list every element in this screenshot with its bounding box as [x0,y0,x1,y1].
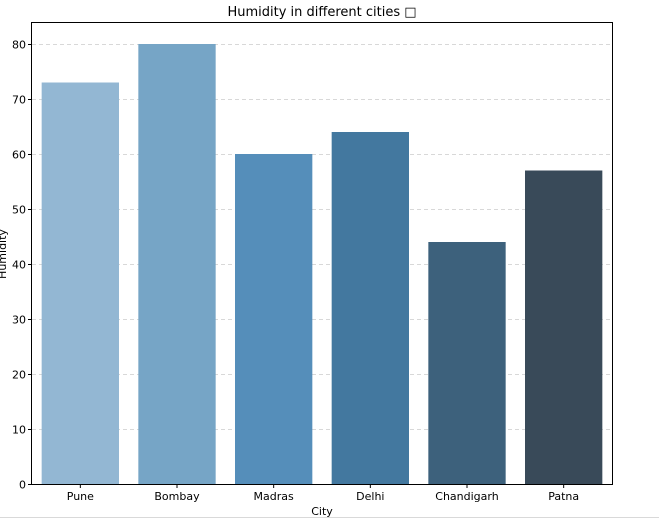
x-tick-label: Chandigarh [435,490,498,503]
gridlines [32,44,612,430]
bars [41,44,603,484]
x-tick-label: Madras [254,490,294,503]
plot-frame [31,22,613,485]
y-tick-label: 20 [12,369,26,382]
bar-patna [525,170,603,484]
y-tick-label: 50 [12,204,26,217]
bar-delhi [331,132,409,484]
x-axis-label: City [311,505,333,518]
y-tick-label: 60 [12,149,26,162]
y-axis-label: Humidity [0,229,9,279]
chart-title: Humidity in different cities □ [227,5,416,20]
bar-madras [235,154,313,484]
bottom-divider [0,517,659,518]
x-tick-label: Patna [548,490,579,503]
x-tick-label: Bombay [154,490,200,503]
y-tick-label: 10 [12,424,26,437]
bar-bombay [138,44,216,484]
y-tick-label: 80 [12,39,26,52]
y-tick-label: 0 [19,479,26,492]
x-axis-ticks: Pune Bombay Madras Delhi Chandigarh Patna [67,484,579,503]
y-axis-ticks: 0 10 20 30 40 50 60 70 80 [12,39,32,492]
y-tick-label: 30 [12,314,26,327]
x-tick-label: Delhi [356,490,384,503]
y-tick-label: 70 [12,94,26,107]
y-tick-label: 40 [12,259,26,272]
bar-chandigarh [428,242,506,484]
x-tick-label: Pune [67,490,94,503]
bar-pune [41,82,119,484]
